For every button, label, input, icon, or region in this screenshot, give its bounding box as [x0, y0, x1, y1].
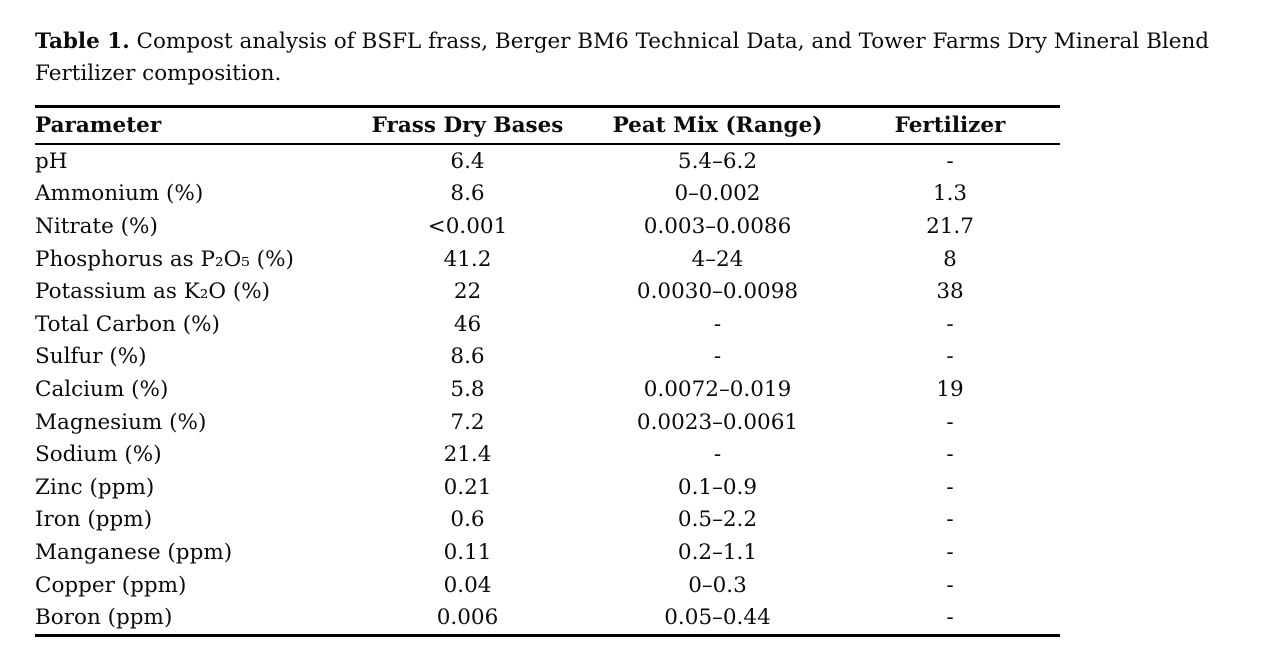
- value-cell: <0.001: [427, 213, 508, 239]
- table-header: Parameter Frass Dry Bases Peat Mix (Rang…: [35, 106, 1060, 145]
- column-header-fertilizer: Fertilizer: [840, 106, 1060, 145]
- table-caption-line2: Fertilizer composition.: [35, 61, 282, 86]
- parameter-cell: Total Carbon (%): [35, 311, 220, 337]
- value-cell: 21.7: [926, 213, 974, 239]
- value-cell: -: [713, 442, 722, 468]
- table-row: pH 6.4 5.4–6.2 -: [35, 144, 1060, 178]
- value-cell: -: [946, 507, 954, 533]
- parameter-cell: Sulfur (%): [35, 344, 147, 370]
- value-cell: -: [946, 148, 954, 174]
- value-cell: 0.0030–0.0098: [636, 279, 799, 305]
- value-cell: -: [713, 311, 722, 337]
- value-cell: -: [946, 409, 954, 435]
- value-cell: -: [713, 344, 722, 370]
- table-caption: Table 1. Compost analysis of BSFL frass,…: [35, 26, 1275, 90]
- value-cell: 0.2–1.1: [677, 539, 758, 565]
- value-cell: 8.6: [450, 181, 485, 207]
- parameter-cell: Zinc (ppm): [35, 474, 155, 500]
- table-body: pH 6.4 5.4–6.2 - Ammonium (%) 8.6 0–0.00…: [35, 144, 1060, 635]
- parameter-cell: pH: [35, 148, 68, 174]
- value-cell: 0.21: [443, 474, 492, 500]
- value-cell: 0.006: [436, 605, 499, 631]
- column-header-peat: Peat Mix (Range): [595, 106, 840, 145]
- parameter-cell: Ammonium (%): [35, 181, 204, 207]
- table-caption-text: Compost analysis of BSFL frass, Berger B…: [136, 29, 1210, 54]
- value-cell: 0.0023–0.0061: [636, 409, 799, 435]
- value-cell: 0.003–0.0086: [643, 213, 792, 239]
- value-cell: 8.6: [450, 344, 485, 370]
- table-row: Nitrate (%) <0.001 0.003–0.0086 21.7: [35, 210, 1060, 243]
- table-row: Calcium (%) 5.8 0.0072–0.019 19: [35, 373, 1060, 406]
- value-cell: 0–0.3: [688, 572, 747, 598]
- value-cell: -: [946, 605, 954, 631]
- value-cell: 0.1–0.9: [677, 474, 758, 500]
- value-cell: 6.4: [450, 148, 485, 174]
- table-row: Magnesium (%) 7.2 0.0023–0.0061 -: [35, 406, 1060, 439]
- parameter-cell: Sodium (%): [35, 442, 162, 468]
- table-row: Sulfur (%) 8.6 - -: [35, 341, 1060, 374]
- table-caption-label: Table 1.: [35, 29, 130, 54]
- value-cell: 4–24: [691, 246, 744, 272]
- value-cell: 38: [936, 279, 964, 305]
- column-header-parameter: Parameter: [35, 106, 340, 145]
- parameter-cell: Boron (ppm): [35, 605, 173, 631]
- value-cell: -: [946, 311, 954, 337]
- value-cell: -: [946, 474, 954, 500]
- parameter-cell: Copper (ppm): [35, 572, 187, 598]
- value-cell: 0.04: [443, 572, 492, 598]
- column-header-frass: Frass Dry Bases: [340, 106, 595, 145]
- parameter-cell: Nitrate (%): [35, 213, 158, 239]
- parameter-cell: Phosphorus as P₂O₅ (%): [35, 246, 294, 272]
- parameter-cell: Potassium as K₂O (%): [35, 279, 271, 305]
- table-row: Manganese (ppm) 0.11 0.2–1.1 -: [35, 536, 1060, 569]
- value-cell: 0.5–2.2: [677, 507, 758, 533]
- value-cell: 41.2: [443, 246, 492, 272]
- value-cell: 0.6: [450, 507, 485, 533]
- table-row: Ammonium (%) 8.6 0–0.002 1.3: [35, 178, 1060, 211]
- value-cell: 5.4–6.2: [677, 148, 758, 174]
- parameter-cell: Magnesium (%): [35, 409, 207, 435]
- table-row: Boron (ppm) 0.006 0.05–0.44 -: [35, 601, 1060, 635]
- table-row: Total Carbon (%) 46 - -: [35, 308, 1060, 341]
- value-cell: -: [946, 344, 954, 370]
- table-row: Copper (ppm) 0.04 0–0.3 -: [35, 569, 1060, 602]
- value-cell: 46: [453, 311, 482, 337]
- value-cell: 8: [943, 246, 957, 272]
- parameter-cell: Manganese (ppm): [35, 539, 233, 565]
- table-row: Sodium (%) 21.4 - -: [35, 438, 1060, 471]
- value-cell: 7.2: [450, 409, 485, 435]
- value-cell: -: [946, 539, 954, 565]
- value-cell: 0.0072–0.019: [643, 376, 792, 402]
- value-cell: 21.4: [443, 442, 492, 468]
- value-cell: -: [946, 572, 954, 598]
- parameter-cell: Calcium (%): [35, 376, 169, 402]
- table-row: Phosphorus as P₂O₅ (%) 41.2 4–24 8: [35, 243, 1060, 276]
- value-cell: 1.3: [932, 181, 968, 207]
- table-row: Iron (ppm) 0.6 0.5–2.2 -: [35, 504, 1060, 537]
- value-cell: 5.8: [450, 376, 485, 402]
- compost-analysis-table: Parameter Frass Dry Bases Peat Mix (Rang…: [35, 105, 1060, 637]
- value-cell: -: [946, 442, 954, 468]
- value-cell: 0–0.002: [674, 181, 761, 207]
- table-row: Zinc (ppm) 0.21 0.1–0.9 -: [35, 471, 1060, 504]
- parameter-cell: Iron (ppm): [35, 507, 153, 533]
- table-row: Potassium as K₂O (%) 22 0.0030–0.0098 38: [35, 275, 1060, 308]
- header-row: Parameter Frass Dry Bases Peat Mix (Rang…: [35, 106, 1060, 145]
- value-cell: 0.05–0.44: [664, 605, 771, 631]
- value-cell: 0.11: [443, 539, 492, 565]
- value-cell: 22: [453, 279, 482, 305]
- value-cell: 19: [936, 376, 964, 402]
